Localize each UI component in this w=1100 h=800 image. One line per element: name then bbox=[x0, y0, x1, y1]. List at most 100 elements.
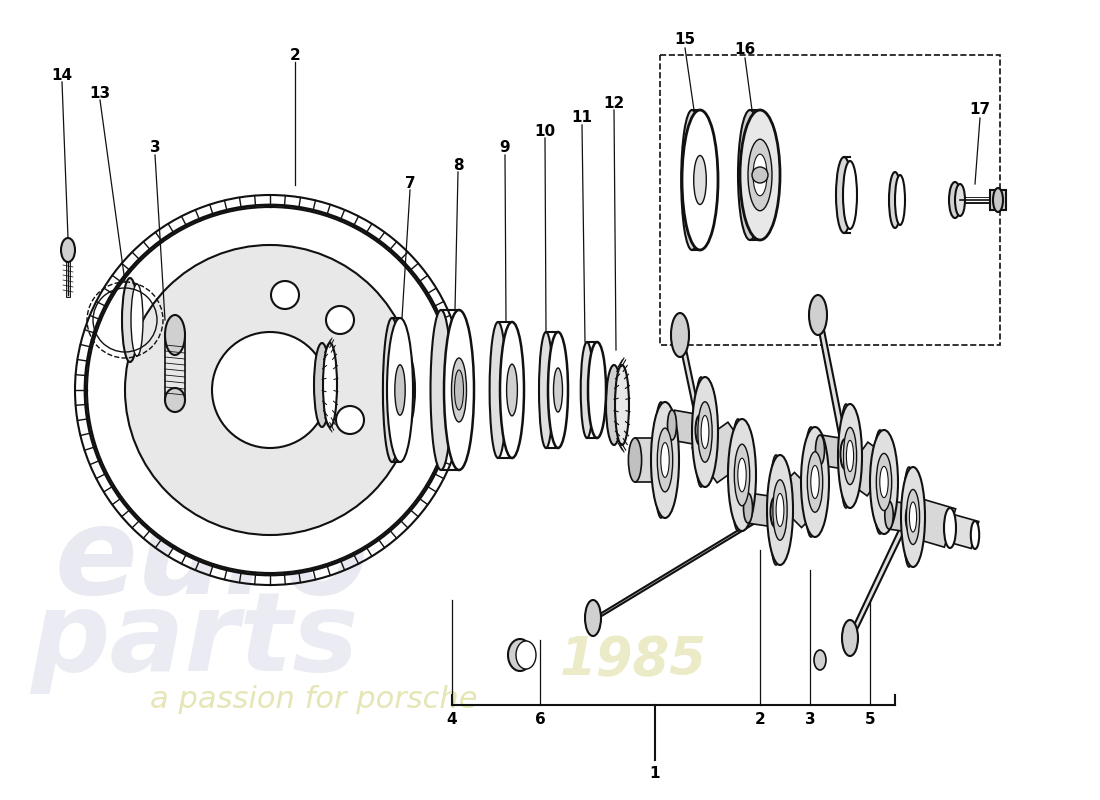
Ellipse shape bbox=[165, 315, 185, 355]
Ellipse shape bbox=[728, 419, 756, 531]
Ellipse shape bbox=[880, 466, 888, 498]
Ellipse shape bbox=[843, 161, 857, 229]
Ellipse shape bbox=[738, 458, 746, 492]
Text: 14: 14 bbox=[52, 67, 73, 82]
Ellipse shape bbox=[661, 442, 669, 478]
Ellipse shape bbox=[955, 184, 965, 216]
Ellipse shape bbox=[548, 332, 568, 448]
Bar bbox=[660, 55, 1000, 345]
Ellipse shape bbox=[842, 620, 858, 656]
Ellipse shape bbox=[131, 284, 143, 356]
Ellipse shape bbox=[500, 322, 524, 458]
Ellipse shape bbox=[884, 501, 893, 529]
Ellipse shape bbox=[323, 343, 337, 427]
Text: a passion for porsche: a passion for porsche bbox=[150, 686, 477, 714]
Text: 3: 3 bbox=[805, 713, 815, 727]
Bar bbox=[990, 190, 1006, 210]
Text: 2: 2 bbox=[755, 713, 766, 727]
Ellipse shape bbox=[744, 493, 752, 523]
Ellipse shape bbox=[815, 435, 825, 465]
Text: 15: 15 bbox=[674, 33, 695, 47]
Polygon shape bbox=[676, 330, 703, 430]
Ellipse shape bbox=[728, 448, 741, 492]
Text: 2: 2 bbox=[289, 47, 300, 62]
Ellipse shape bbox=[516, 641, 536, 669]
Ellipse shape bbox=[606, 365, 621, 445]
Ellipse shape bbox=[122, 278, 138, 362]
Ellipse shape bbox=[651, 402, 679, 518]
Ellipse shape bbox=[748, 139, 772, 210]
Ellipse shape bbox=[703, 413, 716, 457]
Polygon shape bbox=[843, 442, 893, 496]
Text: 16: 16 bbox=[735, 42, 756, 58]
Ellipse shape bbox=[773, 480, 788, 540]
Text: 4: 4 bbox=[447, 713, 458, 727]
Text: 11: 11 bbox=[572, 110, 593, 126]
Ellipse shape bbox=[770, 497, 780, 527]
Ellipse shape bbox=[395, 365, 405, 415]
Ellipse shape bbox=[944, 508, 956, 548]
Circle shape bbox=[752, 167, 768, 183]
Ellipse shape bbox=[507, 364, 517, 416]
Ellipse shape bbox=[840, 404, 852, 508]
Text: 8: 8 bbox=[453, 158, 463, 173]
Polygon shape bbox=[911, 499, 956, 547]
Ellipse shape bbox=[658, 428, 673, 492]
Circle shape bbox=[326, 306, 354, 334]
Polygon shape bbox=[692, 422, 752, 482]
Ellipse shape bbox=[701, 415, 708, 449]
Ellipse shape bbox=[993, 188, 1003, 212]
Text: parts: parts bbox=[30, 586, 359, 694]
Polygon shape bbox=[590, 508, 780, 620]
Ellipse shape bbox=[383, 318, 402, 462]
Text: 1985: 1985 bbox=[560, 634, 707, 686]
Ellipse shape bbox=[840, 439, 849, 469]
Ellipse shape bbox=[387, 318, 412, 462]
Ellipse shape bbox=[895, 175, 905, 225]
Ellipse shape bbox=[653, 438, 667, 482]
Polygon shape bbox=[817, 435, 847, 469]
Ellipse shape bbox=[910, 498, 922, 538]
Circle shape bbox=[271, 281, 299, 309]
Ellipse shape bbox=[654, 402, 668, 518]
Ellipse shape bbox=[732, 419, 745, 531]
Polygon shape bbox=[815, 310, 848, 450]
Text: 6: 6 bbox=[535, 713, 546, 727]
Ellipse shape bbox=[697, 402, 712, 462]
Circle shape bbox=[212, 332, 328, 448]
Text: 7: 7 bbox=[405, 175, 416, 190]
Polygon shape bbox=[746, 493, 778, 527]
Polygon shape bbox=[946, 514, 979, 549]
Ellipse shape bbox=[539, 332, 553, 448]
Ellipse shape bbox=[803, 466, 816, 510]
Ellipse shape bbox=[910, 502, 916, 532]
Ellipse shape bbox=[60, 238, 75, 262]
Circle shape bbox=[336, 406, 364, 434]
Ellipse shape bbox=[770, 455, 782, 565]
Text: 17: 17 bbox=[969, 102, 991, 118]
Ellipse shape bbox=[780, 490, 793, 534]
Text: 1: 1 bbox=[650, 766, 660, 781]
Ellipse shape bbox=[615, 365, 629, 445]
Ellipse shape bbox=[873, 456, 887, 500]
Text: 9: 9 bbox=[499, 141, 510, 155]
Ellipse shape bbox=[430, 310, 451, 470]
Text: 10: 10 bbox=[535, 123, 556, 138]
Ellipse shape bbox=[735, 444, 750, 506]
Ellipse shape bbox=[777, 494, 784, 526]
Ellipse shape bbox=[681, 110, 703, 250]
Polygon shape bbox=[670, 410, 703, 445]
Circle shape bbox=[125, 245, 415, 535]
Ellipse shape bbox=[804, 427, 818, 537]
Ellipse shape bbox=[848, 438, 861, 482]
Ellipse shape bbox=[668, 410, 676, 440]
Polygon shape bbox=[635, 438, 660, 482]
Ellipse shape bbox=[877, 454, 892, 510]
Ellipse shape bbox=[740, 110, 780, 240]
Text: euro: euro bbox=[55, 502, 370, 618]
Ellipse shape bbox=[692, 377, 718, 487]
Ellipse shape bbox=[508, 639, 532, 671]
Ellipse shape bbox=[905, 504, 914, 532]
Ellipse shape bbox=[906, 490, 920, 545]
Ellipse shape bbox=[581, 342, 593, 438]
